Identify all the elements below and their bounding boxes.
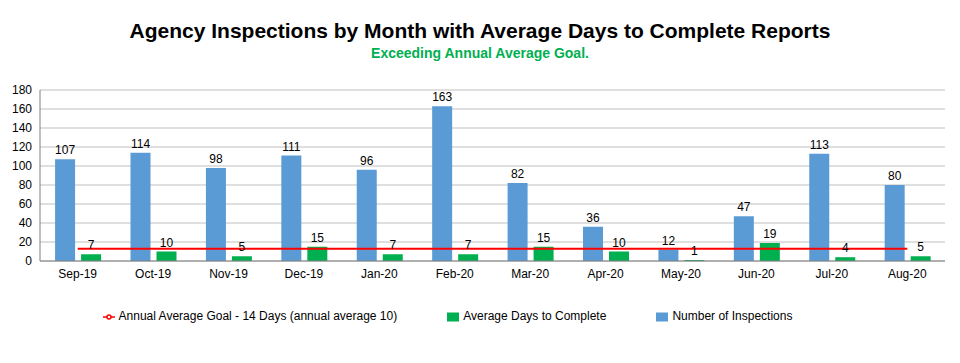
svg-text:7: 7 — [465, 238, 472, 252]
svg-text:19: 19 — [763, 227, 777, 241]
html-text:Agency Inspections by Month wi: Agency Inspections by Month with Average… — [129, 19, 831, 42]
svg-text:10: 10 — [612, 236, 626, 250]
svg-text:0: 0 — [25, 254, 32, 268]
svg-text:96: 96 — [360, 154, 374, 168]
svg-text:80: 80 — [888, 169, 902, 183]
svg-text:5: 5 — [917, 240, 924, 254]
svg-text:1: 1 — [691, 244, 698, 258]
svg-text:20: 20 — [19, 235, 33, 249]
svg-text:114: 114 — [131, 137, 150, 151]
svg-text:Mar-20: Mar-20 — [511, 267, 549, 281]
svg-text:82: 82 — [511, 167, 525, 181]
html-text:Exceeding Annual Average Goal.: Exceeding Annual Average Goal. — [371, 45, 589, 61]
svg-text:Feb-20: Feb-20 — [436, 267, 474, 281]
svg-text:160: 160 — [12, 102, 32, 116]
svg-text:100: 100 — [12, 159, 32, 173]
svg-text:15: 15 — [311, 231, 325, 245]
svg-text:7: 7 — [389, 238, 396, 252]
svg-text:Apr-20: Apr-20 — [588, 267, 624, 281]
svg-text:98: 98 — [209, 152, 223, 166]
html-text:Average Days to Complete: Average Days to Complete — [463, 309, 607, 323]
svg-text:40: 40 — [19, 216, 33, 230]
svg-text:111: 111 — [282, 140, 301, 154]
svg-text:180: 180 — [12, 83, 32, 97]
svg-text:107: 107 — [55, 143, 75, 157]
svg-text:120: 120 — [12, 140, 32, 154]
svg-text:10: 10 — [160, 236, 174, 250]
svg-text:Jan-20: Jan-20 — [361, 267, 398, 281]
html-text:Number of Inspections: Number of Inspections — [672, 309, 793, 323]
svg-text:47: 47 — [737, 200, 751, 214]
svg-text:Aug-20: Aug-20 — [888, 267, 927, 281]
svg-text:Jun-20: Jun-20 — [738, 267, 775, 281]
svg-text:Dec-19: Dec-19 — [285, 267, 324, 281]
svg-text:113: 113 — [810, 138, 829, 152]
svg-text:60: 60 — [19, 197, 33, 211]
svg-text:Oct-19: Oct-19 — [135, 267, 171, 281]
svg-text:Nov-19: Nov-19 — [209, 267, 248, 281]
svg-text:May-20: May-20 — [661, 267, 701, 281]
svg-text:4: 4 — [842, 241, 849, 255]
svg-text:7: 7 — [88, 238, 95, 252]
svg-text:Jul-20: Jul-20 — [816, 267, 849, 281]
svg-text:5: 5 — [239, 240, 246, 254]
svg-text:140: 140 — [12, 121, 32, 135]
svg-text:Sep-19: Sep-19 — [58, 267, 97, 281]
svg-text:15: 15 — [537, 231, 551, 245]
svg-text:80: 80 — [19, 178, 33, 192]
svg-text:36: 36 — [586, 211, 600, 225]
html-text:Annual Average Goal - 14 Days: Annual Average Goal - 14 Days (annual av… — [118, 309, 398, 323]
svg-text:163: 163 — [432, 90, 452, 104]
svg-text:12: 12 — [662, 234, 676, 248]
